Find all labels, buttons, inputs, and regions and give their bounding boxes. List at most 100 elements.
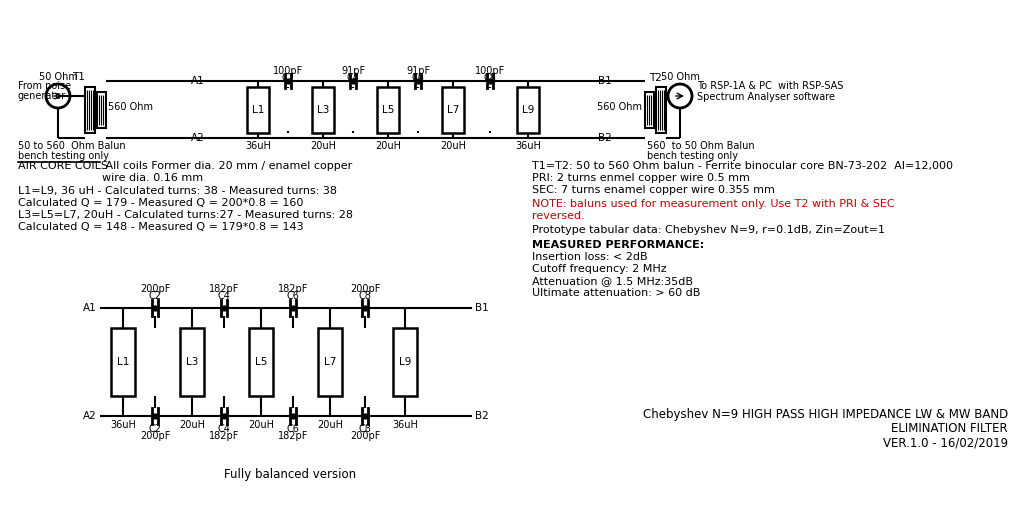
Text: 560 Ohm: 560 Ohm <box>597 102 642 112</box>
Bar <box>249 328 273 396</box>
Text: Attenuation @ 1.5 MHz:35dB: Attenuation @ 1.5 MHz:35dB <box>532 276 693 286</box>
Text: L3: L3 <box>317 105 329 115</box>
Text: SEC: 7 turns enamel copper wire 0.355 mm: SEC: 7 turns enamel copper wire 0.355 mm <box>532 185 774 195</box>
Bar <box>393 328 417 396</box>
Text: L3=L5=L7, 20uH - Calculated turns:27 - Measured turns: 28: L3=L5=L7, 20uH - Calculated turns:27 - M… <box>18 210 353 220</box>
Bar <box>377 87 399 133</box>
Text: 36uH: 36uH <box>392 420 418 430</box>
Text: Ultimate attenuation: > 60 dB: Ultimate attenuation: > 60 dB <box>532 288 700 298</box>
Bar <box>517 87 539 133</box>
Bar <box>318 328 342 396</box>
Text: 560 Ohm: 560 Ohm <box>108 102 153 112</box>
Text: C2: C2 <box>281 73 294 83</box>
Text: Calculated Q = 179 - Measured Q = 200*0.8 = 160: Calculated Q = 179 - Measured Q = 200*0.… <box>18 198 303 208</box>
Text: T2: T2 <box>649 73 662 83</box>
Bar <box>247 87 269 133</box>
Text: From noise: From noise <box>18 81 71 91</box>
Bar <box>656 87 666 133</box>
Text: L1=L9, 36 uH - Calculated turns: 38 - Measured turns: 38: L1=L9, 36 uH - Calculated turns: 38 - Me… <box>18 186 337 196</box>
Text: All coils Former dia. 20 mm / enamel copper: All coils Former dia. 20 mm / enamel cop… <box>102 161 352 171</box>
Text: Spectrum Analyser software: Spectrum Analyser software <box>697 92 835 102</box>
Text: L9: L9 <box>522 105 534 115</box>
Text: 182pF: 182pF <box>209 431 240 441</box>
Text: 100pF: 100pF <box>475 66 505 76</box>
Text: C8: C8 <box>358 424 371 434</box>
Text: VER.1.0 - 16/02/2019: VER.1.0 - 16/02/2019 <box>883 436 1008 449</box>
Text: L7: L7 <box>324 357 336 367</box>
Text: T1: T1 <box>72 72 85 82</box>
Text: Calculated Q = 148 - Measured Q = 179*0.8 = 143: Calculated Q = 148 - Measured Q = 179*0.… <box>18 222 303 232</box>
Text: AIR CORE COILS: AIR CORE COILS <box>18 161 108 171</box>
Bar <box>312 87 334 133</box>
Text: B1: B1 <box>475 303 489 313</box>
Text: L1: L1 <box>252 105 264 115</box>
Text: Prototype tabular data: Chebyshev N=9, r=0.1dB, Zin=Zout=1: Prototype tabular data: Chebyshev N=9, r… <box>532 225 885 235</box>
Text: A1: A1 <box>83 303 97 313</box>
Text: 20uH: 20uH <box>248 420 274 430</box>
Text: L9: L9 <box>399 357 411 367</box>
Text: L5: L5 <box>382 105 394 115</box>
Text: 200pF: 200pF <box>140 284 171 294</box>
Text: C2: C2 <box>148 291 161 301</box>
Text: L1: L1 <box>117 357 129 367</box>
Text: B2: B2 <box>475 411 489 421</box>
Text: 182pF: 182pF <box>278 431 309 441</box>
Text: 560  to 50 Ohm Balun: 560 to 50 Ohm Balun <box>647 141 754 151</box>
Text: 200pF: 200pF <box>140 431 171 441</box>
Text: 182pF: 182pF <box>209 284 240 294</box>
Text: 50 Ohm: 50 Ohm <box>39 72 77 82</box>
Text: 20uH: 20uH <box>375 141 401 151</box>
Text: 36uH: 36uH <box>245 141 271 151</box>
Text: PRI: 2 turns enmel copper wire 0.5 mm: PRI: 2 turns enmel copper wire 0.5 mm <box>532 173 750 183</box>
Text: A2: A2 <box>191 133 205 143</box>
Text: B1: B1 <box>598 76 612 86</box>
Text: B2: B2 <box>598 133 612 143</box>
Text: To RSP-1A & PC  with RSP-SAS: To RSP-1A & PC with RSP-SAS <box>697 81 843 91</box>
Text: 20uH: 20uH <box>179 420 205 430</box>
Text: T1=T2: 50 to 560 Ohm balun - Ferrite binocular core BN-73-202  AI=12,000: T1=T2: 50 to 560 Ohm balun - Ferrite bin… <box>532 161 953 171</box>
Text: L5: L5 <box>255 357 267 367</box>
Text: Fully balanced version: Fully balanced version <box>224 468 356 481</box>
Text: C8: C8 <box>358 291 371 301</box>
Text: 20uH: 20uH <box>310 141 336 151</box>
Text: generator: generator <box>18 91 66 101</box>
Text: 50 Ohm: 50 Ohm <box>661 72 699 82</box>
Text: 200pF: 200pF <box>350 284 381 294</box>
Text: C6: C6 <box>286 291 299 301</box>
Text: 200pF: 200pF <box>350 431 381 441</box>
Text: C2: C2 <box>148 424 161 434</box>
Text: C6: C6 <box>411 73 424 83</box>
Text: wire dia. 0.16 mm: wire dia. 0.16 mm <box>18 173 203 183</box>
Text: A1: A1 <box>191 76 205 86</box>
Text: C4: C4 <box>217 424 230 434</box>
Bar <box>180 328 204 396</box>
Text: 36uH: 36uH <box>110 420 136 430</box>
Text: C4: C4 <box>346 73 359 83</box>
Text: C4: C4 <box>217 291 230 301</box>
Text: 91pF: 91pF <box>406 66 430 76</box>
Text: Insertion loss: < 2dB: Insertion loss: < 2dB <box>532 252 648 262</box>
Text: reversed.: reversed. <box>532 211 585 221</box>
Text: 50 to 560  Ohm Balun: 50 to 560 Ohm Balun <box>18 141 126 151</box>
Text: 20uH: 20uH <box>317 420 343 430</box>
Text: Chebyshev N=9 HIGH PASS HIGH IMPEDANCE LW & MW BAND: Chebyshev N=9 HIGH PASS HIGH IMPEDANCE L… <box>642 408 1008 421</box>
Text: 20uH: 20uH <box>439 141 466 151</box>
Text: MEASURED PERFORMANCE:: MEASURED PERFORMANCE: <box>532 240 704 250</box>
Bar <box>442 87 464 133</box>
Text: 100pF: 100pF <box>273 66 303 76</box>
Text: C6: C6 <box>286 424 299 434</box>
Text: L3: L3 <box>186 357 198 367</box>
Text: 91pF: 91pF <box>341 66 365 76</box>
Text: C8: C8 <box>483 73 496 83</box>
Text: 36uH: 36uH <box>515 141 541 151</box>
Text: 182pF: 182pF <box>278 284 309 294</box>
Bar <box>97 92 106 128</box>
Text: A2: A2 <box>83 411 97 421</box>
Text: ELIMINATION FILTER: ELIMINATION FILTER <box>891 422 1008 435</box>
Text: bench testing only: bench testing only <box>647 151 738 161</box>
Bar <box>85 87 95 133</box>
Bar <box>645 92 654 128</box>
Text: L7: L7 <box>447 105 459 115</box>
Bar <box>111 328 135 396</box>
Text: bench testing only: bench testing only <box>18 151 109 161</box>
